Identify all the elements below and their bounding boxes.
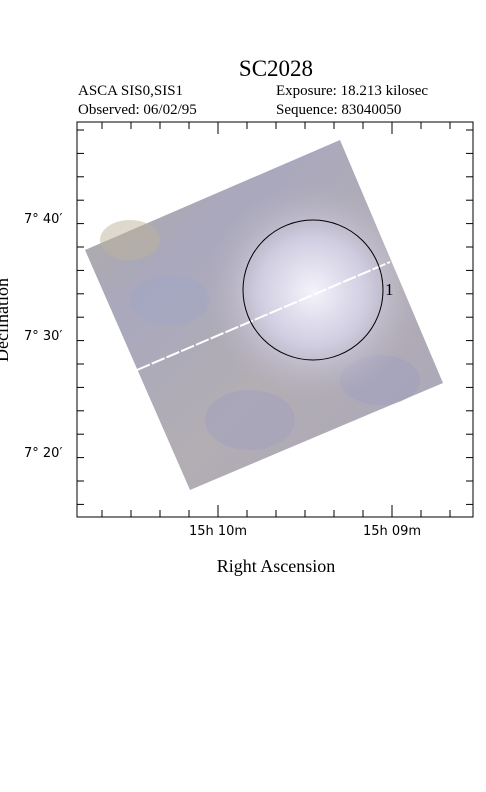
- x-tick-label: 15h 10m: [189, 524, 247, 539]
- tick-marks: [77, 122, 473, 517]
- region-label: 1: [385, 280, 394, 299]
- sequence: Sequence: 83040050: [276, 102, 401, 118]
- y-tick-label: 7° 20′: [24, 446, 62, 461]
- x-axis-label: Right Ascension: [217, 556, 336, 576]
- x-tick-label: 15h 09m: [363, 524, 421, 539]
- plot-frame: [76, 121, 474, 518]
- source-region: [242, 219, 384, 361]
- observed: Observed: 06/02/95: [78, 102, 197, 118]
- exposure: Exposure: 18.213 kilosec: [276, 83, 428, 99]
- sky-image: [85, 140, 443, 490]
- y-tick-label: 7° 40′: [24, 212, 62, 227]
- y-tick-label: 7° 30′: [24, 329, 62, 344]
- instrument: ASCA SIS0,SIS1: [78, 83, 183, 99]
- y-axis-label: Declination: [0, 278, 12, 362]
- title: SC2028: [239, 56, 313, 81]
